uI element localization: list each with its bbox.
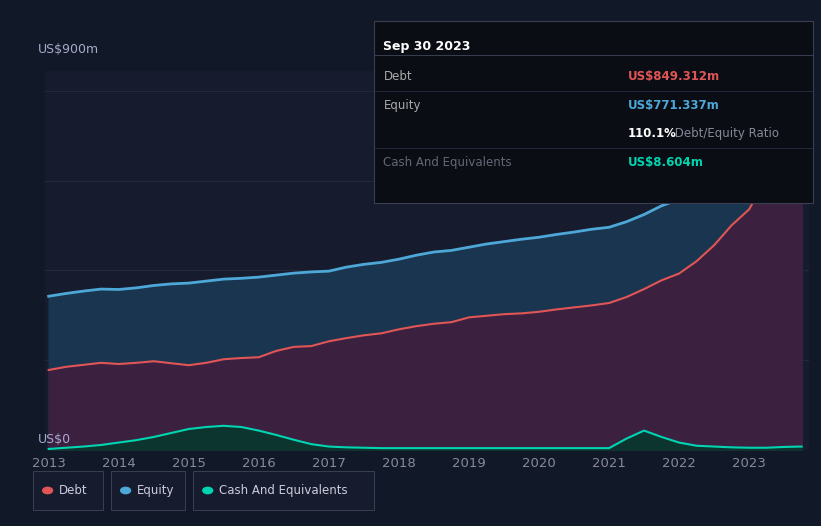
Text: Cash And Equivalents: Cash And Equivalents [383,156,512,169]
Text: Debt: Debt [59,484,88,497]
Text: US$8.604m: US$8.604m [628,156,704,169]
Text: Sep 30 2023: Sep 30 2023 [383,40,470,53]
Text: Equity: Equity [137,484,175,497]
Text: 110.1%: 110.1% [628,127,677,139]
Text: US$849.312m: US$849.312m [628,70,720,83]
Text: Equity: Equity [383,99,421,112]
Text: US$771.337m: US$771.337m [628,99,720,112]
Text: US$900m: US$900m [38,43,99,56]
Text: Debt: Debt [383,70,412,83]
Text: US$0: US$0 [38,433,71,446]
Text: Debt/Equity Ratio: Debt/Equity Ratio [671,127,779,139]
Text: Cash And Equivalents: Cash And Equivalents [219,484,348,497]
